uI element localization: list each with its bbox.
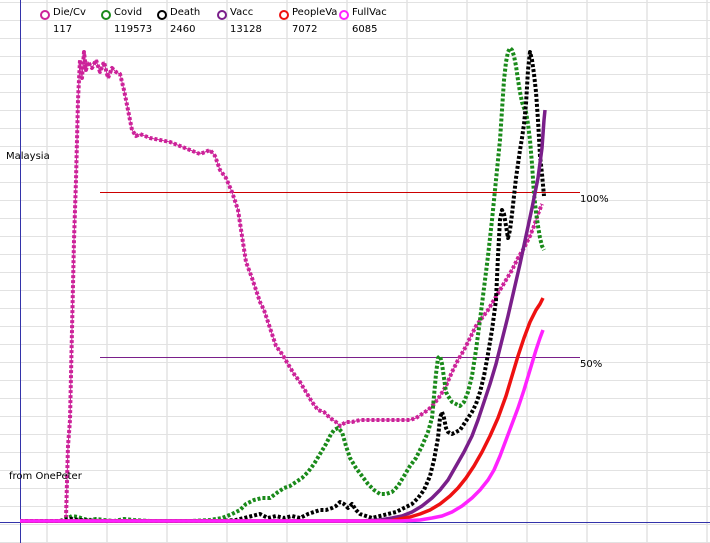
series-line-vacc	[20, 109, 547, 523]
legend-value: 2460	[170, 24, 196, 35]
legend-value: 7072	[292, 24, 318, 35]
legend-value: 119573	[114, 24, 153, 35]
legend-name: PeopleVa	[292, 7, 338, 18]
series-line-peopleva	[20, 297, 545, 523]
series-line-die-cv	[64, 50, 544, 519]
series-line-death	[20, 50, 546, 523]
legend-name: Covid	[114, 7, 143, 18]
legend-marker-icon	[101, 10, 111, 20]
reference-100-label: 100%	[580, 194, 609, 205]
reference-50-label: 50%	[580, 359, 603, 370]
credit-label: from OnePeter	[9, 471, 82, 482]
series-line-die-cv-thin	[65, 51, 543, 519]
legend-marker-icon	[279, 10, 289, 20]
legend-name: Die/Cv	[53, 7, 86, 18]
legend-marker-icon	[40, 10, 50, 20]
legend-name: Death	[170, 7, 201, 18]
reference-lines	[100, 192, 580, 358]
legend-name: FullVac	[352, 7, 387, 18]
series-line-fullvac	[20, 329, 545, 523]
legend-marker-icon	[339, 10, 349, 20]
legend-marker-icon	[217, 10, 227, 20]
legend-value: 13128	[230, 24, 262, 35]
legend-name: Vacc	[230, 7, 254, 18]
series-layer	[20, 46, 547, 523]
legend-value: 117	[53, 24, 73, 35]
legend-value: 6085	[352, 24, 378, 35]
series-line-covid	[20, 46, 546, 523]
legend-marker-icon	[157, 10, 167, 20]
country-label: Malaysia	[6, 151, 50, 162]
legend: Die/Cv 117 Covid 119573 Death 2460 Vacc …	[0, 0, 710, 40]
